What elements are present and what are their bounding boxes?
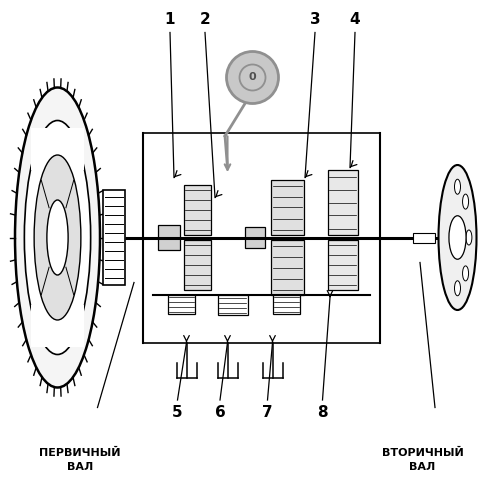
Bar — [184, 185, 211, 235]
Bar — [328, 170, 358, 235]
Text: 1: 1 — [165, 12, 175, 28]
Text: ПЕРВИЧНЫЙ
ВАЛ: ПЕРВИЧНЫЙ ВАЛ — [39, 448, 121, 471]
Bar — [328, 240, 358, 290]
Ellipse shape — [449, 216, 466, 259]
Ellipse shape — [454, 180, 460, 194]
Bar — [218, 295, 248, 315]
Ellipse shape — [454, 280, 460, 295]
Bar — [184, 240, 211, 290]
Ellipse shape — [24, 120, 90, 354]
Text: 0: 0 — [248, 72, 256, 83]
Ellipse shape — [15, 88, 100, 388]
Ellipse shape — [47, 200, 68, 275]
Circle shape — [226, 52, 278, 104]
Text: 8: 8 — [317, 405, 328, 420]
Bar — [271, 180, 304, 235]
Text: 7: 7 — [262, 405, 273, 420]
Ellipse shape — [438, 165, 476, 310]
Text: 5: 5 — [172, 405, 183, 420]
Ellipse shape — [462, 266, 468, 281]
Bar — [272, 295, 300, 314]
Ellipse shape — [462, 194, 468, 209]
Ellipse shape — [466, 230, 472, 245]
Ellipse shape — [34, 155, 81, 320]
Text: 6: 6 — [214, 405, 226, 420]
Bar — [31, 128, 84, 170]
Bar — [245, 228, 265, 248]
Text: 3: 3 — [310, 12, 320, 28]
Bar — [168, 295, 195, 314]
Text: 4: 4 — [350, 12, 360, 28]
Text: 2: 2 — [200, 12, 210, 28]
Text: ВТОРИЧНЫЙ
ВАЛ: ВТОРИЧНЫЙ ВАЛ — [382, 448, 464, 471]
Bar — [412, 232, 435, 242]
Bar — [271, 240, 304, 295]
Bar — [31, 305, 84, 347]
Bar — [158, 225, 180, 250]
Bar — [102, 190, 125, 285]
